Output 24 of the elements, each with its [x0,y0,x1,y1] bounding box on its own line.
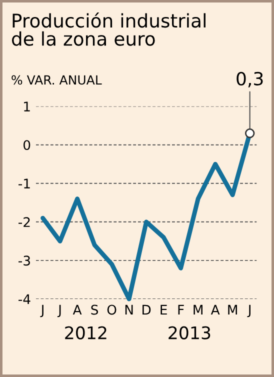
data-label: 0,3 [236,72,263,88]
x-tick-label: N [125,304,133,315]
y-tick-label: 0 [24,140,30,150]
x-tick-label: O [107,304,116,315]
chart-title: Producción industrial de la zona euro [12,12,206,46]
y-tick-label: 1 [24,102,30,112]
x-tick-label: M [194,304,202,315]
x-tick-label: J [57,304,61,318]
y-tick-label: -3 [18,256,30,266]
x-tick-label: A [210,304,220,315]
x-tick-label: A [72,304,82,315]
text: 2013 [168,326,210,340]
y-tick-label: -4 [18,294,30,304]
x-tick-label: D [142,304,151,315]
y-tick-label: -1 [18,178,30,188]
x-tick-label: M [228,304,237,315]
y-axis-title: % VAR. ANUAL [12,75,102,85]
text: 2012 [65,326,106,340]
x-tick-label: E [160,304,167,315]
x-tick-label: J [247,304,250,318]
x-tick-label: F [178,304,184,315]
x-tick-label: J [40,304,44,318]
x-tick-label: S [91,304,98,315]
y-tick-label: -2 [18,217,30,227]
